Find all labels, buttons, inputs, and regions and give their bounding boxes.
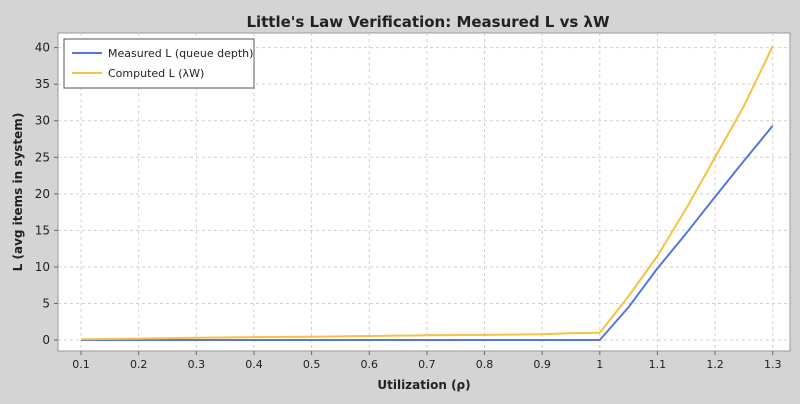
legend-label-measured: Measured L (queue depth) xyxy=(108,47,253,60)
x-tick-label: 0.1 xyxy=(72,358,90,371)
y-tick-label: 5 xyxy=(42,296,50,310)
x-tick-label: 1.1 xyxy=(649,358,667,371)
axes: 0.1 0.2 0.3 0.4 0.5 0.6 0.7 0.8 0.9 1 1.1 1.2 1.3 0 5 1… xyxy=(35,41,782,371)
y-tick-label: 40 xyxy=(35,41,50,55)
x-tick-label: 0.8 xyxy=(476,358,494,371)
y-axis-label: L (avg items in system) xyxy=(11,113,25,272)
x-tick-label: 0.7 xyxy=(418,358,436,371)
x-tick-label: 1.2 xyxy=(706,358,724,371)
chart-title: Little's Law Verification: Measured L vs… xyxy=(246,13,610,31)
y-tick-label: 20 xyxy=(35,187,50,201)
y-tick-label: 15 xyxy=(35,223,50,237)
y-tick-label: 35 xyxy=(35,77,50,91)
legend: Measured L (queue depth) Computed L (λW) xyxy=(63,38,255,89)
legend-label-computed: Computed L (λW) xyxy=(108,67,204,80)
x-tick-label: 1 xyxy=(596,358,603,371)
x-tick-label: 0.4 xyxy=(245,358,263,371)
series-line-measured xyxy=(81,125,774,341)
x-tick-label: 0.5 xyxy=(303,358,321,371)
series-lines xyxy=(81,45,774,341)
series-line-computed xyxy=(81,45,774,341)
y-tick-label: 0 xyxy=(42,333,50,347)
x-tick-label: 0.2 xyxy=(130,358,148,371)
x-tick-label: 1.3 xyxy=(764,358,782,371)
x-tick-label: 0.3 xyxy=(188,358,206,371)
y-tick-label: 10 xyxy=(35,260,50,274)
y-tick-label: 30 xyxy=(35,114,50,128)
legend-box xyxy=(63,38,255,89)
x-tick-label: 0.6 xyxy=(360,358,378,371)
x-axis-label: Utilization (ρ) xyxy=(377,378,470,392)
y-tick-label: 25 xyxy=(35,150,50,164)
x-tick-label: 0.9 xyxy=(533,358,551,371)
